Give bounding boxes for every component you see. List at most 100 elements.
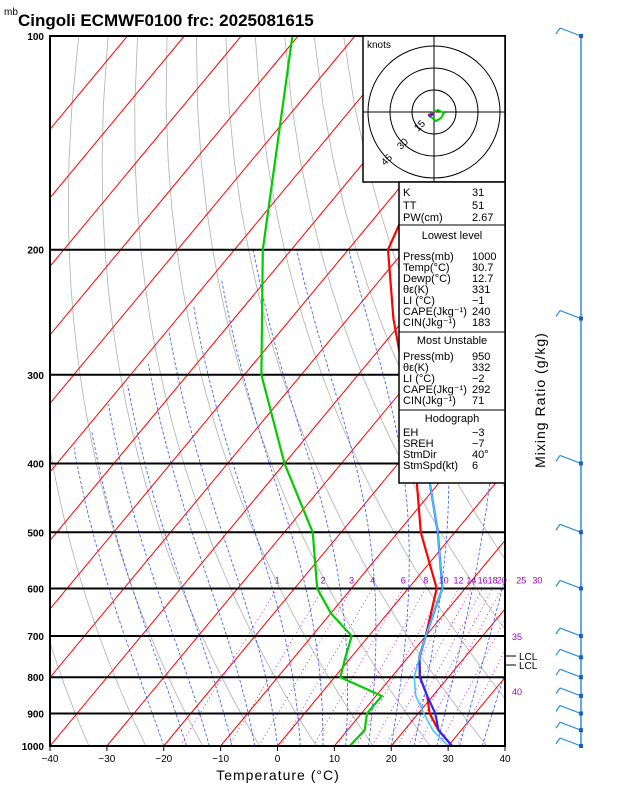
idx-pw-key: PW(cm) bbox=[403, 212, 443, 224]
dry-adiabat-line bbox=[490, 36, 505, 86]
wind-barb bbox=[559, 627, 582, 637]
dry-adiabat-line bbox=[579, 36, 618, 746]
mixing-ratio-label: 12 bbox=[454, 575, 464, 585]
x-tick-label: −30 bbox=[98, 754, 115, 765]
dry-adiabat-line bbox=[134, 36, 317, 746]
unstable-row-key: Press(mb) bbox=[403, 351, 454, 363]
lowest-row-val: 30.7 bbox=[472, 262, 493, 274]
wind-barb bbox=[559, 27, 582, 37]
isotherm-line bbox=[277, 471, 505, 746]
pressure-tick-label: 800 bbox=[27, 673, 44, 684]
pressure-tick-label: 600 bbox=[27, 584, 44, 595]
dry-adiabat-line bbox=[101, 36, 260, 746]
mixing-ratio-label: 3 bbox=[349, 575, 354, 585]
wind-barb-flag bbox=[555, 627, 561, 635]
x-tick-label: −40 bbox=[42, 754, 59, 765]
pressure-axis-ticks: 100 200 300 400 500 600 700 800 900 1000 bbox=[22, 32, 45, 753]
wind-barb-dot bbox=[579, 675, 583, 680]
theta-e-label-35: 35 bbox=[512, 632, 522, 642]
dry-adiabat-line bbox=[254, 36, 505, 700]
dry-adiabat-line bbox=[550, 36, 618, 746]
lowest-row-key: CIN(Jkg⁻¹) bbox=[403, 317, 456, 329]
isotherm-line bbox=[50, 36, 356, 405]
x-tick-label: 30 bbox=[443, 754, 455, 765]
mixing-ratio-axis-label: Mixing Ratio (g/kg) bbox=[532, 332, 548, 468]
wind-barb-flag bbox=[555, 721, 561, 729]
pressure-tick-label: 200 bbox=[27, 246, 44, 257]
lowest-row-key: Temp(°C) bbox=[403, 262, 450, 274]
lowest-header: Lowest level bbox=[422, 230, 483, 242]
lowest-row-key: θε(K) bbox=[403, 284, 429, 296]
hodo-row-key: EH bbox=[403, 427, 418, 439]
mixing-ratio-label: 18 bbox=[488, 575, 498, 585]
wind-barb-flag bbox=[555, 580, 561, 587]
moist-adiabat-line bbox=[148, 364, 256, 746]
unstable-row-val: 71 bbox=[472, 395, 484, 407]
moist-adiabat-line bbox=[459, 576, 505, 746]
mixing-ratio-label: 2 bbox=[321, 575, 326, 585]
wind-barb-dot bbox=[579, 530, 583, 535]
lowest-row-val: 183 bbox=[472, 317, 490, 329]
mixing-ratio-label: 1 bbox=[275, 575, 280, 585]
wind-barb-dot bbox=[579, 634, 583, 639]
idx-pw-val: 2.67 bbox=[472, 212, 493, 224]
mixing-ratio-label: 30 bbox=[532, 575, 542, 585]
chart-title: Cingoli ECMWF0100 frc: 2025081615 bbox=[18, 11, 314, 30]
mixing-ratio-line bbox=[371, 588, 459, 746]
wind-barb-flag bbox=[555, 687, 561, 695]
lowest-row-key: LI (°C) bbox=[403, 295, 435, 307]
moist-adiabat-line bbox=[91, 430, 187, 746]
moist-adiabat-line bbox=[193, 305, 301, 746]
wind-barb-dot bbox=[579, 34, 583, 38]
isotherm-line bbox=[390, 608, 505, 746]
idx-tt-val: 51 bbox=[472, 200, 484, 212]
mixing-ratio-label: 14 bbox=[466, 575, 476, 585]
lowest-row-key: Dewp(°C) bbox=[403, 273, 451, 285]
isotherm-line bbox=[50, 36, 413, 473]
unstable-row-key: CAPE(Jkg⁻¹) bbox=[403, 384, 467, 396]
wind-barb-flag bbox=[555, 523, 561, 531]
wind-barb bbox=[559, 309, 582, 320]
wind-barb bbox=[559, 454, 582, 465]
lowest-row-key: Press(mb) bbox=[403, 251, 454, 263]
storm-motion-marker bbox=[428, 112, 434, 118]
hodograph-header: Hodograph bbox=[425, 413, 479, 425]
wind-barb-dot bbox=[579, 744, 583, 748]
x-tick-label: 0 bbox=[275, 754, 281, 765]
dry-adiabat-line bbox=[67, 36, 204, 746]
pressure-tick-label: 900 bbox=[27, 710, 44, 721]
wind-barb bbox=[559, 737, 582, 747]
mixing-ratio-label: 8 bbox=[423, 575, 428, 585]
lcl-label-1: LCL bbox=[519, 652, 538, 663]
wind-barb bbox=[559, 668, 582, 678]
x-tick-label: −20 bbox=[155, 754, 172, 765]
wind-barb-dot bbox=[579, 655, 583, 660]
moist-adiabat-line bbox=[108, 404, 210, 746]
hodo-row-key: SREH bbox=[403, 438, 434, 450]
indices-lowest: Press(mb) 1000 Temp(°C) 30.7 Dewp(°C) 12.7 θε(… bbox=[403, 251, 496, 329]
dry-adiabat-line bbox=[609, 36, 618, 746]
mixing-ratio-label: 4 bbox=[370, 575, 375, 585]
isotherm-line bbox=[50, 36, 299, 336]
mixing-ratio-label: 16 bbox=[478, 575, 488, 585]
moist-adiabat-line bbox=[168, 330, 278, 746]
mixing-ratio-line bbox=[313, 588, 404, 746]
mixing-ratio-line bbox=[397, 588, 483, 746]
hodo-row-key: StmDir bbox=[403, 449, 437, 461]
pressure-tick-label: 1000 bbox=[22, 742, 45, 753]
lowest-row-key: CAPE(Jkg⁻¹) bbox=[403, 306, 467, 318]
wind-barb bbox=[559, 687, 582, 697]
unstable-row-val: −2 bbox=[472, 373, 485, 385]
pressure-tick-label: 100 bbox=[27, 32, 44, 43]
unstable-header: Most Unstable bbox=[417, 335, 487, 347]
theta-e-label-40: 40 bbox=[512, 687, 522, 697]
wind-barb-flag bbox=[555, 310, 561, 317]
isotherm-line bbox=[562, 36, 618, 746]
wind-barb bbox=[559, 704, 582, 715]
wind-barb bbox=[559, 579, 582, 590]
dry-adiabat-line bbox=[313, 36, 505, 560]
wind-barb bbox=[559, 721, 582, 731]
mixing-ratio-line bbox=[336, 588, 427, 746]
unstable-row-key: θε(K) bbox=[403, 362, 429, 374]
hodograph: knots 15 30 45 bbox=[362, 35, 506, 183]
